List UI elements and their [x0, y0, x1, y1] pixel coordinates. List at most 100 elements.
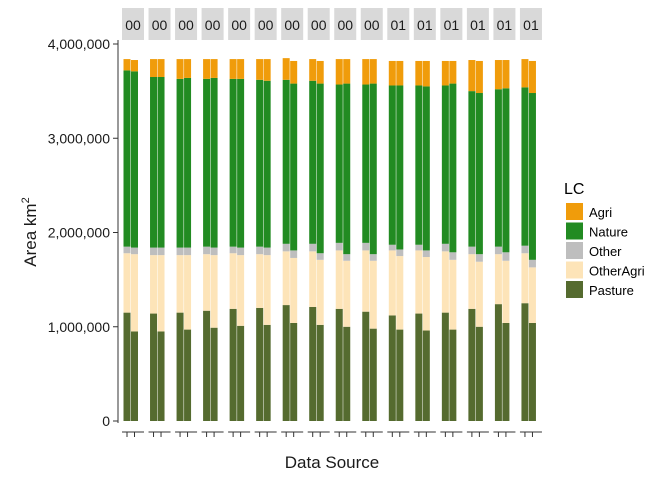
facet-strip-label: 01: [523, 17, 539, 33]
bar-segment-agri: [369, 59, 377, 84]
bar-segment-nature: [256, 79, 264, 247]
bar-segment-nature: [362, 84, 370, 243]
facet-strip: [493, 8, 516, 40]
bar-segment-pasture: [210, 327, 218, 421]
bar-segment-agri: [521, 59, 529, 88]
bar-segment-other: [184, 247, 192, 256]
bar-segment-nature: [176, 78, 184, 248]
facet-strip-label: 01: [470, 17, 486, 33]
facet-strip: [175, 8, 198, 40]
bar-segment-other: [210, 247, 218, 256]
bar-segment-agri: [422, 60, 430, 87]
bar-segment-pasture: [502, 322, 510, 421]
bar-segment-other: [335, 242, 343, 251]
bar-segment-pasture: [441, 312, 449, 421]
bar-segment-agri: [415, 60, 423, 86]
bar-segment-other: [502, 252, 510, 261]
bar-segment-otheragri: [415, 250, 423, 314]
bar-segment-other: [475, 254, 483, 262]
bar-segment-nature: [229, 78, 237, 247]
facet-strip-label: 00: [284, 17, 300, 33]
bar-segment-other: [290, 250, 298, 258]
bar-segment-agri: [441, 60, 449, 86]
facet-strip: [440, 8, 463, 40]
bar-segment-pasture: [263, 324, 271, 421]
legend-label-otheragri: OtherAgri: [589, 264, 645, 279]
facet-strip-label: 01: [444, 17, 460, 33]
bar-segment-other: [343, 254, 351, 261]
bar-segment-otheragri: [494, 254, 502, 305]
bar-segment-agri: [210, 59, 218, 78]
legend-title: LC: [564, 181, 584, 198]
bar-segment-otheragri: [282, 251, 290, 306]
legend-label-nature: Nature: [589, 225, 628, 240]
facet-strip: [334, 8, 357, 40]
bar-segment-nature: [422, 86, 430, 251]
bar-segment-agri: [203, 59, 211, 79]
legend-label-agri: Agri: [589, 205, 612, 220]
bar-segment-pasture: [388, 315, 396, 421]
bar-segment-other: [449, 252, 457, 260]
facet-strips: 00 00 00 00 00 00 00 00 00 00 01 01 01 01 01 01: [122, 8, 542, 40]
bar-segment-otheragri: [176, 255, 184, 313]
bar-segment-agri: [388, 60, 396, 86]
bar-segment-pasture: [131, 331, 138, 421]
bar-segment-nature: [521, 87, 529, 246]
bar-segment-nature: [475, 93, 483, 255]
bar-segment-agri: [475, 60, 483, 94]
bar-segment-nature: [502, 88, 510, 253]
bar-segment-otheragri: [369, 260, 377, 329]
bar-segment-nature: [369, 83, 377, 255]
bar-segment-agri: [256, 59, 264, 80]
bar-segment-other: [123, 246, 131, 254]
bar-segment-other: [256, 246, 264, 255]
bar-segment-pasture: [521, 303, 529, 421]
bar-segment-other: [494, 246, 502, 255]
bar-segment-otheragri: [256, 254, 264, 308]
bar-segment-otheragri: [343, 260, 351, 327]
bar-segment-pasture: [316, 324, 324, 421]
bar-segment-pasture: [229, 308, 237, 421]
bar-segment-pasture: [290, 322, 298, 421]
bar-segment-pasture: [176, 312, 184, 421]
bar-segment-pasture: [150, 313, 158, 421]
bar-segment-otheragri: [502, 260, 510, 323]
bar-segment-nature: [210, 77, 218, 248]
bar-segment-otheragri: [422, 257, 430, 331]
bar-segment-nature: [396, 85, 404, 250]
bar-segment-pasture: [335, 308, 343, 421]
bar-segment-otheragri: [229, 253, 237, 309]
bar-segment-agri: [362, 59, 370, 85]
bar-segment-otheragri: [157, 255, 165, 332]
legend-swatch-nature: [566, 222, 583, 240]
bar-segment-otheragri: [449, 259, 457, 330]
bar-segment-otheragri: [123, 253, 131, 313]
bar-segment-nature: [494, 89, 502, 247]
bar-segment-agri: [396, 60, 404, 86]
bar-segment-pasture: [475, 326, 483, 421]
facet-strip: [281, 8, 304, 40]
facet-strip-label: 00: [311, 17, 327, 33]
bar-segment-other: [131, 247, 138, 255]
legend-swatch-pasture: [566, 281, 583, 298]
bar-segment-nature: [415, 85, 423, 245]
facet-strip-label: 00: [205, 17, 221, 33]
bar-segment-agri: [449, 60, 457, 84]
bar-segment-other: [528, 259, 536, 268]
bar-segment-pasture: [309, 306, 317, 421]
bar-segment-otheragri: [362, 250, 370, 312]
y-tick-label: 3,000,000: [48, 130, 110, 146]
bar-segment-pasture: [256, 307, 264, 421]
bar-segment-otheragri: [396, 256, 404, 330]
bar-segment-agri: [528, 60, 536, 94]
bar-segment-nature: [282, 79, 290, 244]
facet-strip: [466, 8, 489, 40]
bar-segment-other: [176, 247, 184, 256]
bar-segment-other: [422, 250, 430, 258]
bar-segment-pasture: [415, 313, 423, 421]
bar-segment-nature: [468, 91, 476, 247]
bar-segment-other: [362, 242, 370, 251]
bar-segment-pasture: [369, 328, 377, 421]
bar-segment-nature: [316, 83, 324, 254]
y-tick-label: 4,000,000: [48, 36, 110, 52]
